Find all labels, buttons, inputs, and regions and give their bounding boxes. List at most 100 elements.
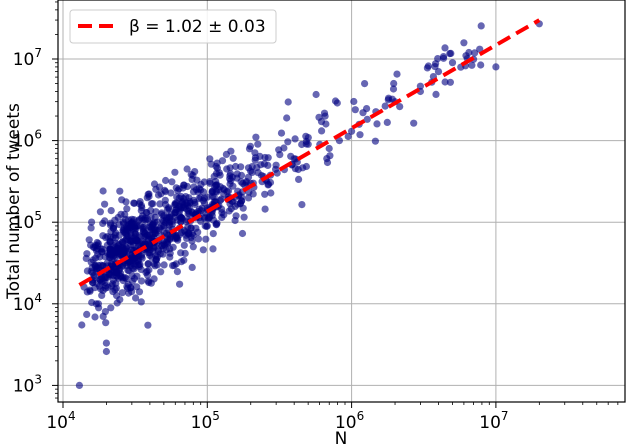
data-point [298, 201, 306, 209]
data-point [448, 59, 457, 67]
data-point [226, 164, 234, 172]
data-point [168, 178, 176, 186]
x-tick-label: 105 [191, 409, 220, 433]
data-point [111, 216, 119, 224]
data-point [284, 98, 292, 106]
data-point [209, 245, 217, 253]
data-point [460, 39, 468, 47]
data-point [312, 90, 320, 99]
data-point [106, 233, 115, 241]
data-point [396, 103, 404, 111]
data-point [416, 82, 424, 90]
fit-line [78, 18, 541, 287]
data-point [144, 260, 152, 268]
data-point [176, 231, 184, 239]
data-point [91, 242, 99, 250]
data-point [171, 234, 179, 243]
plot-frame [57, 0, 626, 403]
data-point [156, 200, 164, 208]
data-point [363, 115, 371, 123]
scatter-points [75, 20, 543, 389]
data-point [492, 63, 500, 71]
data-point [351, 106, 359, 114]
data-point [209, 230, 217, 238]
data-point [135, 200, 143, 208]
data-point [101, 200, 109, 208]
data-point [431, 63, 439, 71]
data-point [283, 114, 291, 122]
data-point [191, 168, 199, 176]
data-point [164, 231, 173, 239]
data-point [108, 254, 116, 262]
data-point [194, 188, 202, 196]
data-point [194, 235, 203, 243]
x-axis-ticks: 104 105 106 107 [46, 402, 619, 433]
data-point [118, 289, 126, 297]
data-point [197, 180, 205, 188]
data-point [190, 183, 198, 191]
data-point [172, 201, 180, 209]
data-point [137, 298, 145, 306]
data-point [199, 246, 207, 254]
data-point [477, 61, 485, 69]
data-point [205, 214, 213, 222]
data-point [107, 304, 115, 312]
data-point [121, 215, 129, 223]
data-point [101, 217, 109, 225]
data-point [123, 205, 131, 213]
data-point [111, 268, 119, 276]
data-point [119, 226, 128, 234]
data-point [432, 90, 440, 98]
data-point [161, 188, 170, 196]
data-point [434, 55, 442, 63]
data-point [171, 168, 179, 176]
x-axis-label: N [335, 429, 348, 446]
data-point [132, 294, 140, 302]
data-point [302, 162, 310, 171]
data-point [240, 213, 248, 221]
data-point [216, 196, 224, 204]
data-point [212, 162, 220, 171]
data-point [75, 381, 83, 389]
data-point [468, 61, 476, 69]
data-point [216, 171, 224, 179]
data-point [138, 277, 146, 285]
data-point [383, 118, 391, 126]
data-point [200, 194, 208, 202]
data-point [185, 210, 193, 218]
data-point [160, 217, 168, 225]
data-point [476, 45, 484, 53]
data-point [128, 277, 136, 286]
legend-label: β = 1.02 ± 0.03 [129, 17, 266, 37]
data-point [331, 97, 340, 105]
data-point [177, 198, 186, 206]
data-point [231, 216, 239, 225]
data-point [389, 85, 398, 93]
data-point [158, 209, 166, 217]
data-point [102, 347, 110, 356]
data-point [277, 129, 286, 137]
data-point [91, 313, 99, 321]
data-point [78, 321, 86, 329]
data-point [133, 236, 141, 244]
data-point [373, 120, 381, 128]
data-point [147, 213, 155, 221]
data-point [462, 52, 470, 60]
data-point [203, 222, 211, 230]
data-point [186, 199, 194, 207]
data-point [87, 224, 95, 232]
data-point [244, 173, 253, 181]
data-point [348, 127, 356, 135]
data-point [149, 220, 157, 228]
data-point [166, 253, 174, 261]
data-point [159, 250, 167, 258]
data-point [321, 112, 329, 120]
data-point [107, 227, 115, 235]
data-point [381, 102, 389, 110]
data-point [275, 146, 283, 154]
data-point [237, 163, 245, 171]
data-point [172, 260, 180, 268]
data-point [302, 140, 310, 148]
data-point [261, 190, 269, 198]
